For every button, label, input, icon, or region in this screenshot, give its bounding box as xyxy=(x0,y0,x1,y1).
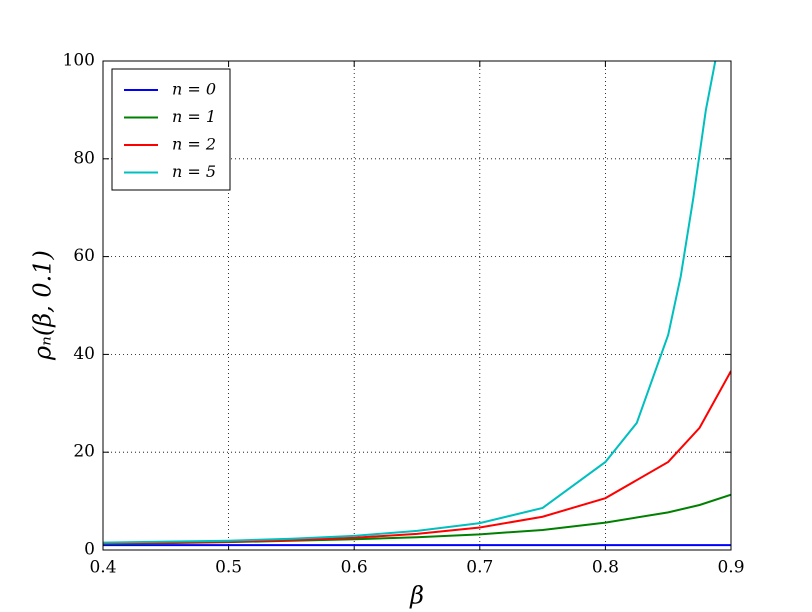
x-tick-label: 0.4 xyxy=(89,558,116,578)
y-tick-label: 60 xyxy=(73,246,95,266)
x-tick-label: 0.8 xyxy=(592,558,619,578)
x-tick-label: 0.5 xyxy=(215,558,242,578)
legend-label: n = 2 xyxy=(172,135,216,154)
x-tick-label: 0.9 xyxy=(717,558,744,578)
line-series xyxy=(103,493,731,545)
x-tick-label: 0.7 xyxy=(466,558,493,578)
line-series xyxy=(103,61,717,544)
legend-label: n = 1 xyxy=(172,107,216,126)
y-tick-label: 40 xyxy=(73,344,95,364)
plot-area xyxy=(103,61,731,547)
y-tick-label: 0 xyxy=(84,540,95,560)
plot-frame xyxy=(102,60,732,551)
x-axis-label: β xyxy=(409,582,424,610)
y-tick-label: 20 xyxy=(73,442,95,462)
legend-label: n = 5 xyxy=(172,162,216,181)
y-axis-label: ρₙ(β, 0.1) xyxy=(29,250,57,361)
y-tick-label: 100 xyxy=(63,51,95,71)
x-tick-label: 0.6 xyxy=(341,558,368,578)
y-tick-label: 80 xyxy=(73,148,95,168)
legend-label: n = 0 xyxy=(172,80,216,99)
